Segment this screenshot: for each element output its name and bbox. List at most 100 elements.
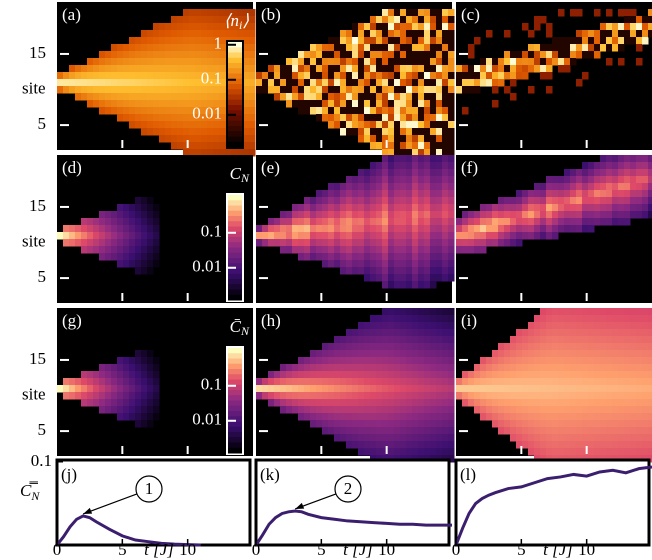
heatmap-cell	[480, 406, 487, 414]
heatmap-cell	[624, 413, 631, 421]
heatmap-cell	[400, 441, 407, 449]
heatmap-cell	[195, 51, 202, 59]
heatmap-cell	[486, 357, 493, 365]
heatmap-cell	[516, 343, 523, 351]
heatmap-cell	[117, 378, 124, 386]
heatmap-cell	[352, 434, 359, 442]
heatmap-cell	[328, 253, 335, 261]
heatmap-cell	[418, 51, 425, 59]
heatmap-cell	[564, 427, 571, 435]
heatmap-cell	[430, 135, 437, 143]
heatmap-cell	[135, 72, 142, 80]
heatmap-cell	[630, 392, 637, 400]
heatmap-cell	[141, 114, 148, 122]
heatmap-cell	[129, 246, 136, 254]
heatmap-cell	[195, 37, 202, 45]
heatmap-cell	[135, 385, 142, 393]
heatmap-cell	[564, 37, 571, 45]
heatmap-cell	[600, 315, 607, 323]
heatmap-cell	[418, 211, 425, 219]
heatmap-cell	[340, 343, 347, 351]
heatmap-cell	[147, 86, 154, 94]
heatmap-cell	[612, 448, 619, 456]
heatmap-cell	[522, 204, 529, 212]
heatmap-cell	[189, 9, 196, 17]
heatmap-cell	[75, 225, 82, 233]
heatmap-cell	[630, 190, 637, 198]
heatmap-cell	[516, 190, 523, 198]
heatmap-cell	[153, 406, 160, 414]
heatmap-cell	[322, 107, 329, 115]
heatmap-cell	[406, 239, 413, 247]
heatmap-cell	[492, 413, 499, 421]
heatmap-cell	[189, 30, 196, 38]
heatmap-cell	[400, 378, 407, 386]
heatmap-cell	[135, 37, 142, 45]
heatmap-cell	[376, 58, 383, 66]
heatmap-cell	[388, 336, 395, 344]
heatmap-cell	[328, 58, 335, 66]
heatmap-cell	[352, 204, 359, 212]
heatmap-cell	[594, 427, 601, 435]
heatmap-cell	[618, 406, 625, 414]
heatmap-cell	[552, 378, 559, 386]
heatmap-cell	[474, 79, 481, 87]
heatmap-cell	[430, 406, 437, 414]
heatmap-cell	[648, 204, 652, 212]
heatmap-cell	[141, 58, 148, 66]
heatmap-cell	[418, 350, 425, 358]
heatmap-cell	[189, 37, 196, 45]
heatmap-cell	[642, 343, 649, 351]
heatmap-cell	[418, 448, 425, 456]
heatmap-cell	[394, 420, 401, 428]
heatmap-cell	[612, 378, 619, 386]
heatmap-cell	[552, 225, 559, 233]
heatmap-cell	[105, 65, 112, 73]
heatmap-cell	[528, 190, 535, 198]
heatmap-cell	[183, 114, 190, 122]
heatmap-cell	[564, 322, 571, 330]
heatmap-cell	[135, 93, 142, 101]
heatmap-cell	[334, 350, 341, 358]
heatmap-cell	[376, 65, 383, 73]
panel-label: (k)	[260, 465, 280, 484]
heatmap-cell	[612, 406, 619, 414]
heatmap-cell	[588, 176, 595, 184]
heatmap-cell	[558, 420, 565, 428]
heatmap-cell	[504, 58, 511, 66]
heatmap-cell	[400, 322, 407, 330]
heatmap-cell	[87, 86, 94, 94]
heatmap-cell	[430, 162, 437, 170]
heatmap-cell	[624, 30, 631, 38]
heatmap-cell	[274, 86, 281, 94]
heatmap-cell	[448, 204, 455, 212]
heatmap-cell	[147, 260, 154, 268]
heatmap-cell	[117, 225, 124, 233]
heatmap-cell	[486, 385, 493, 393]
heatmap-cell	[388, 190, 395, 198]
heatmap-cell	[576, 204, 583, 212]
heatmap-cell	[430, 260, 437, 268]
heatmap-cell	[558, 218, 565, 226]
heatmap-cell	[546, 44, 553, 52]
heatmap-cell	[165, 58, 172, 66]
heatmap-cell	[510, 399, 517, 407]
heatmap-cell	[436, 58, 443, 66]
heatmap-cell	[358, 218, 365, 226]
heatmap-cell	[618, 204, 625, 212]
heatmap-cell	[636, 30, 643, 38]
heatmap-cell	[606, 169, 613, 177]
heatmap-cell	[388, 308, 395, 316]
heatmap-cell	[352, 329, 359, 337]
heatmap-cell	[153, 107, 160, 115]
heatmap-cell	[99, 211, 106, 219]
heatmap-cell	[298, 86, 305, 94]
heatmap-cell	[522, 420, 529, 428]
x-axis-label: t [J]	[144, 540, 174, 559]
heatmap-cell	[346, 218, 353, 226]
heatmap-cell	[600, 176, 607, 184]
heatmap-cell	[123, 44, 130, 52]
heatmap-cell	[582, 392, 589, 400]
x-tick-label: 0	[53, 540, 62, 559]
heatmap-cell	[388, 86, 395, 94]
